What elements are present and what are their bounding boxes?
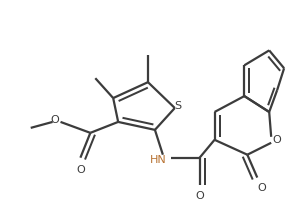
Text: S: S xyxy=(174,101,181,111)
Text: O: O xyxy=(273,135,282,145)
Text: O: O xyxy=(258,182,267,193)
Text: O: O xyxy=(50,115,59,125)
Text: O: O xyxy=(195,191,204,201)
Text: HN: HN xyxy=(150,155,166,165)
Text: O: O xyxy=(76,165,85,175)
